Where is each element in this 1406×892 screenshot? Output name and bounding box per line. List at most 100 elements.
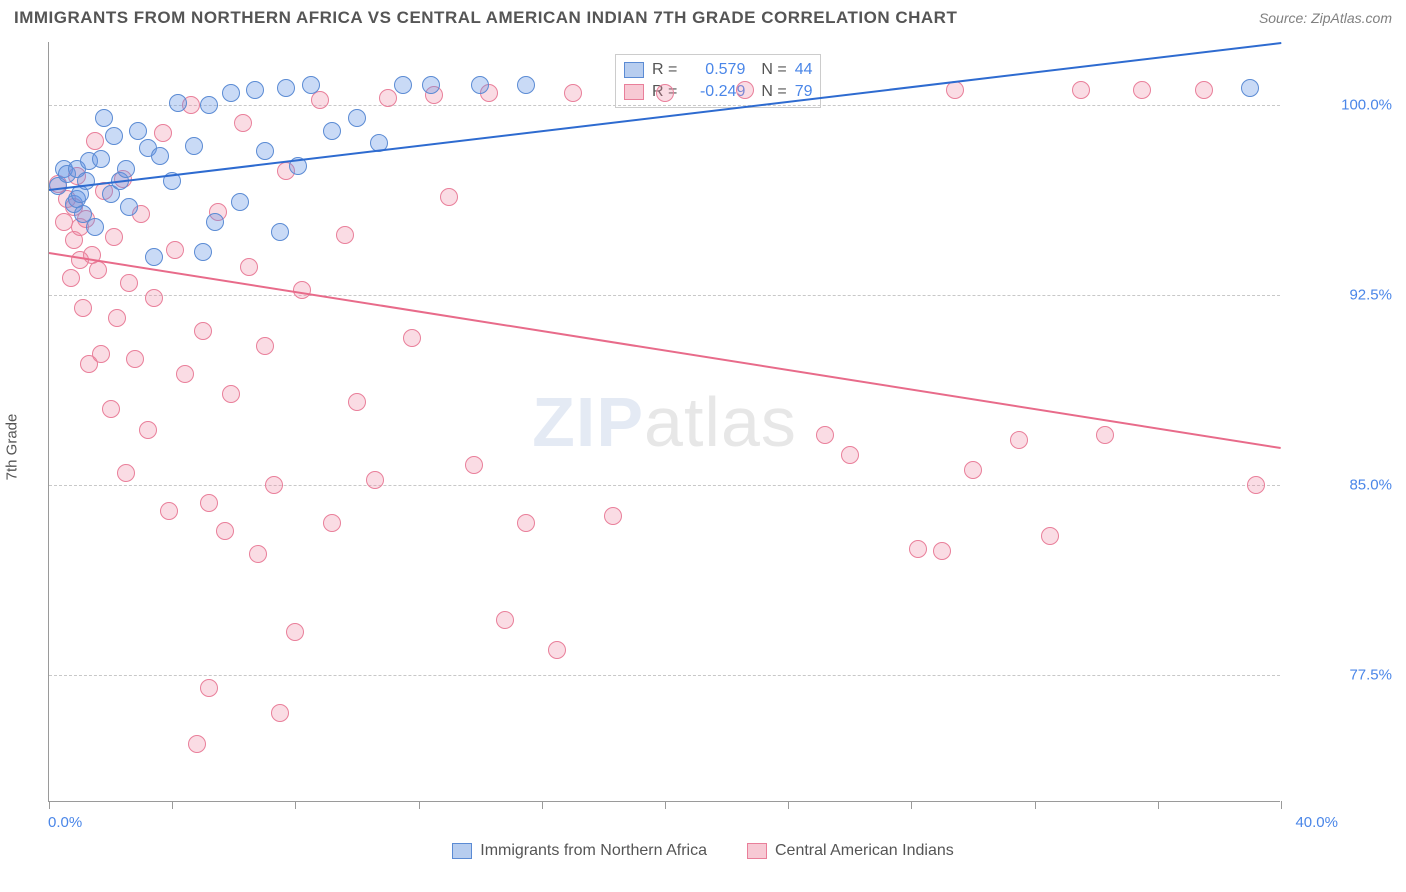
plot-area: ZIPatlas R = 0.579 N = 44 R = -0.249 N =… [48,42,1280,802]
data-point [1072,81,1090,99]
data-point [206,213,224,231]
gridline [49,105,1280,106]
data-point [604,507,622,525]
data-point [736,81,754,99]
swatch-series-2 [624,84,644,100]
data-point [160,502,178,520]
data-point [271,223,289,241]
data-point [1241,79,1259,97]
x-tick [1035,801,1036,809]
x-tick [788,801,789,809]
data-point [166,241,184,259]
data-point [145,289,163,307]
data-point [185,137,203,155]
data-point [311,91,329,109]
data-point [222,385,240,403]
y-tick-label: 92.5% [1349,287,1392,304]
data-point [517,76,535,94]
y-axis-label: 7th Grade [4,414,21,481]
data-point [200,679,218,697]
data-point [517,514,535,532]
source-label: Source: ZipAtlas.com [1259,10,1392,26]
data-point [909,540,927,558]
data-point [1096,426,1114,444]
swatch-series-2 [747,843,767,859]
data-point [1041,527,1059,545]
x-tick [665,801,666,809]
data-point [139,421,157,439]
swatch-series-1 [452,843,472,859]
r-label: R = [652,61,677,79]
data-point [246,81,264,99]
data-point [92,150,110,168]
watermark-thin: atlas [644,383,797,461]
y-tick-label: 77.5% [1349,667,1392,684]
data-point [336,226,354,244]
data-point [265,476,283,494]
legend-label-series-2: Central American Indians [775,842,954,860]
data-point [933,542,951,560]
data-point [379,89,397,107]
data-point [145,248,163,266]
data-point [256,337,274,355]
data-point [95,109,113,127]
data-point [77,172,95,190]
data-point [1010,431,1028,449]
data-point [440,188,458,206]
data-point [548,641,566,659]
legend-item-series-1: Immigrants from Northern Africa [452,842,707,860]
data-point [465,456,483,474]
x-tick [49,801,50,809]
gridline [49,295,1280,296]
data-point [216,522,234,540]
x-tick [911,801,912,809]
n-label: N = [761,83,786,101]
x-axis-start-label: 0.0% [48,814,82,831]
data-point [120,198,138,216]
data-point [200,494,218,512]
x-tick [1281,801,1282,809]
data-point [231,193,249,211]
x-tick [172,801,173,809]
data-point [89,261,107,279]
legend-row-series-1: R = 0.579 N = 44 [624,59,812,81]
data-point [169,94,187,112]
trend-line [49,252,1281,449]
legend-row-series-2: R = -0.249 N = 79 [624,81,812,103]
data-point [234,114,252,132]
x-tick [419,801,420,809]
data-point [129,122,147,140]
data-point [816,426,834,444]
data-point [86,132,104,150]
data-point [102,400,120,418]
legend-item-series-2: Central American Indians [747,842,954,860]
data-point [74,299,92,317]
data-point [964,461,982,479]
y-tick-label: 85.0% [1349,477,1392,494]
data-point [194,243,212,261]
gridline [49,485,1280,486]
data-point [1247,476,1265,494]
data-point [403,329,421,347]
x-tick [1158,801,1159,809]
data-point [841,446,859,464]
watermark-bold: ZIP [532,383,644,461]
data-point [323,122,341,140]
data-point [286,623,304,641]
data-point [271,704,289,722]
n-value-series-1: 44 [795,61,813,79]
data-point [176,365,194,383]
plot-wrapper: 7th Grade ZIPatlas R = 0.579 N = 44 R = … [0,32,1406,862]
data-point [1195,81,1213,99]
x-tick [295,801,296,809]
data-point [194,322,212,340]
data-point [348,393,366,411]
data-point [92,345,110,363]
data-point [62,269,80,287]
legend-label-series-1: Immigrants from Northern Africa [480,842,707,860]
data-point [564,84,582,102]
data-point [422,76,440,94]
x-tick [542,801,543,809]
data-point [154,124,172,142]
data-point [117,160,135,178]
